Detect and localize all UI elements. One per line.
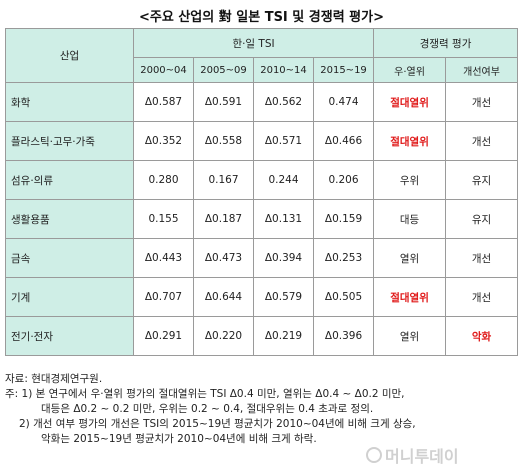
trend-cell: 개선	[445, 82, 519, 122]
tsi-value: Δ0.562	[253, 82, 314, 122]
grade-cell: 절대열위	[373, 121, 447, 161]
tsi-value: 0.244	[253, 160, 314, 200]
trend-cell: 유지	[445, 199, 519, 239]
note-1-cont: 대등은 Δ0.2 ~ 0.2 미만, 우위는 0.2 ~ 0.4, 절대우위는 …	[41, 403, 374, 415]
tsi-value: Δ0.159	[312, 199, 375, 239]
tsi-value: Δ0.131	[253, 199, 314, 239]
period-header: 2015~19	[312, 57, 375, 83]
tsi-value: Δ0.291	[133, 316, 194, 356]
watermark: 머니투데이	[366, 443, 459, 467]
industry-name: 플라스틱·고무·가죽	[5, 121, 134, 161]
table-title: <주요 산업의 對 일본 TSI 및 경쟁력 평가>	[138, 10, 384, 25]
period-header: 2000~04	[133, 57, 194, 83]
grade-cell: 열위	[373, 316, 447, 356]
industry-name: 전기·전자	[5, 316, 134, 356]
trend-cell: 개선	[445, 238, 519, 278]
table-row: 생활용품 0.155 Δ0.187 Δ0.131 Δ0.159 대등 유지	[5, 199, 519, 239]
tsi-value: Δ0.473	[193, 238, 254, 278]
period-header: 2005~09	[193, 57, 254, 83]
industry-name: 생활용품	[5, 199, 134, 239]
tsi-table: 산업 한·일 TSI 경쟁력 평가 2000~04 2005~09 2010~1…	[5, 28, 519, 356]
industry-name: 섬유·의류	[5, 160, 134, 200]
tsi-value: Δ0.644	[193, 277, 254, 317]
tsi-value: Δ0.352	[133, 121, 194, 161]
grade-cell: 절대열위	[373, 82, 447, 122]
grade-cell: 절대열위	[373, 277, 447, 317]
trend-cell: 유지	[445, 160, 519, 200]
table-row: 전기·전자 Δ0.291 Δ0.220 Δ0.219 Δ0.396 열위 악화	[5, 316, 519, 356]
tsi-value: Δ0.505	[312, 277, 375, 317]
tsi-value: Δ0.220	[193, 316, 254, 356]
table-row: 기계 Δ0.707 Δ0.644 Δ0.579 Δ0.505 절대열위 개선	[5, 277, 519, 317]
tsi-value: Δ0.571	[253, 121, 314, 161]
note-2-cont: 악화는 2015~19년 평균치가 2010~04년에 비해 크게 하락.	[41, 433, 317, 445]
source-note: 자료: 현대경제연구원.	[5, 373, 103, 385]
tsi-value: 0.206	[312, 160, 375, 200]
tsi-value: 0.155	[133, 199, 194, 239]
note-1: 주: 1) 본 연구에서 우·열위 평가의 절대열위는 TSI Δ0.4 미만,…	[5, 388, 405, 400]
watermark-logo-icon	[366, 447, 382, 463]
industry-name: 금속	[5, 238, 134, 278]
tsi-value: Δ0.558	[193, 121, 254, 161]
table-row: 화학 Δ0.587 Δ0.591 Δ0.562 0.474 절대열위 개선	[5, 82, 519, 122]
tsi-value: Δ0.466	[312, 121, 375, 161]
tsi-value: Δ0.707	[133, 277, 194, 317]
grade-cell: 우위	[373, 160, 447, 200]
note-2: 2) 개선 여부 평가의 개선은 TSI의 2015~19년 평균치가 2010…	[19, 418, 416, 430]
tsi-value: 0.280	[133, 160, 194, 200]
tsi-value: Δ0.219	[253, 316, 314, 356]
industry-name: 화학	[5, 82, 134, 122]
tsi-value: 0.167	[193, 160, 254, 200]
group-header-eval: 경쟁력 평가	[373, 28, 519, 58]
tsi-value: Δ0.591	[193, 82, 254, 122]
eval-header-trend: 개선여부	[445, 57, 519, 83]
tsi-value: Δ0.587	[133, 82, 194, 122]
tsi-value: Δ0.253	[312, 238, 375, 278]
trend-cell: 개선	[445, 121, 519, 161]
tsi-value: Δ0.187	[193, 199, 254, 239]
tsi-value: Δ0.394	[253, 238, 314, 278]
group-header-tsi: 한·일 TSI	[132, 28, 375, 58]
period-header: 2010~14	[253, 57, 314, 83]
grade-cell: 열위	[373, 238, 447, 278]
table-row: 섬유·의류 0.280 0.167 0.244 0.206 우위 유지	[5, 160, 519, 200]
table-row: 금속 Δ0.443 Δ0.473 Δ0.394 Δ0.253 열위 개선	[5, 238, 519, 278]
footnotes: 자료: 현대경제연구원. 주: 1) 본 연구에서 우·열위 평가의 절대열위는…	[5, 372, 517, 447]
tsi-value: Δ0.579	[253, 277, 314, 317]
eval-header-grade: 우·열위	[373, 57, 447, 83]
tsi-value: Δ0.396	[312, 316, 375, 356]
trend-cell: 개선	[445, 277, 519, 317]
row-header-industry: 산업	[5, 28, 134, 83]
industry-name: 기계	[5, 277, 134, 317]
trend-cell: 악화	[445, 316, 519, 356]
watermark-text: 머니투데이	[385, 447, 459, 466]
grade-cell: 대등	[373, 199, 447, 239]
tsi-value: Δ0.443	[133, 238, 194, 278]
table-row: 플라스틱·고무·가죽 Δ0.352 Δ0.558 Δ0.571 Δ0.466 절…	[5, 121, 519, 161]
tsi-value: 0.474	[312, 82, 375, 122]
